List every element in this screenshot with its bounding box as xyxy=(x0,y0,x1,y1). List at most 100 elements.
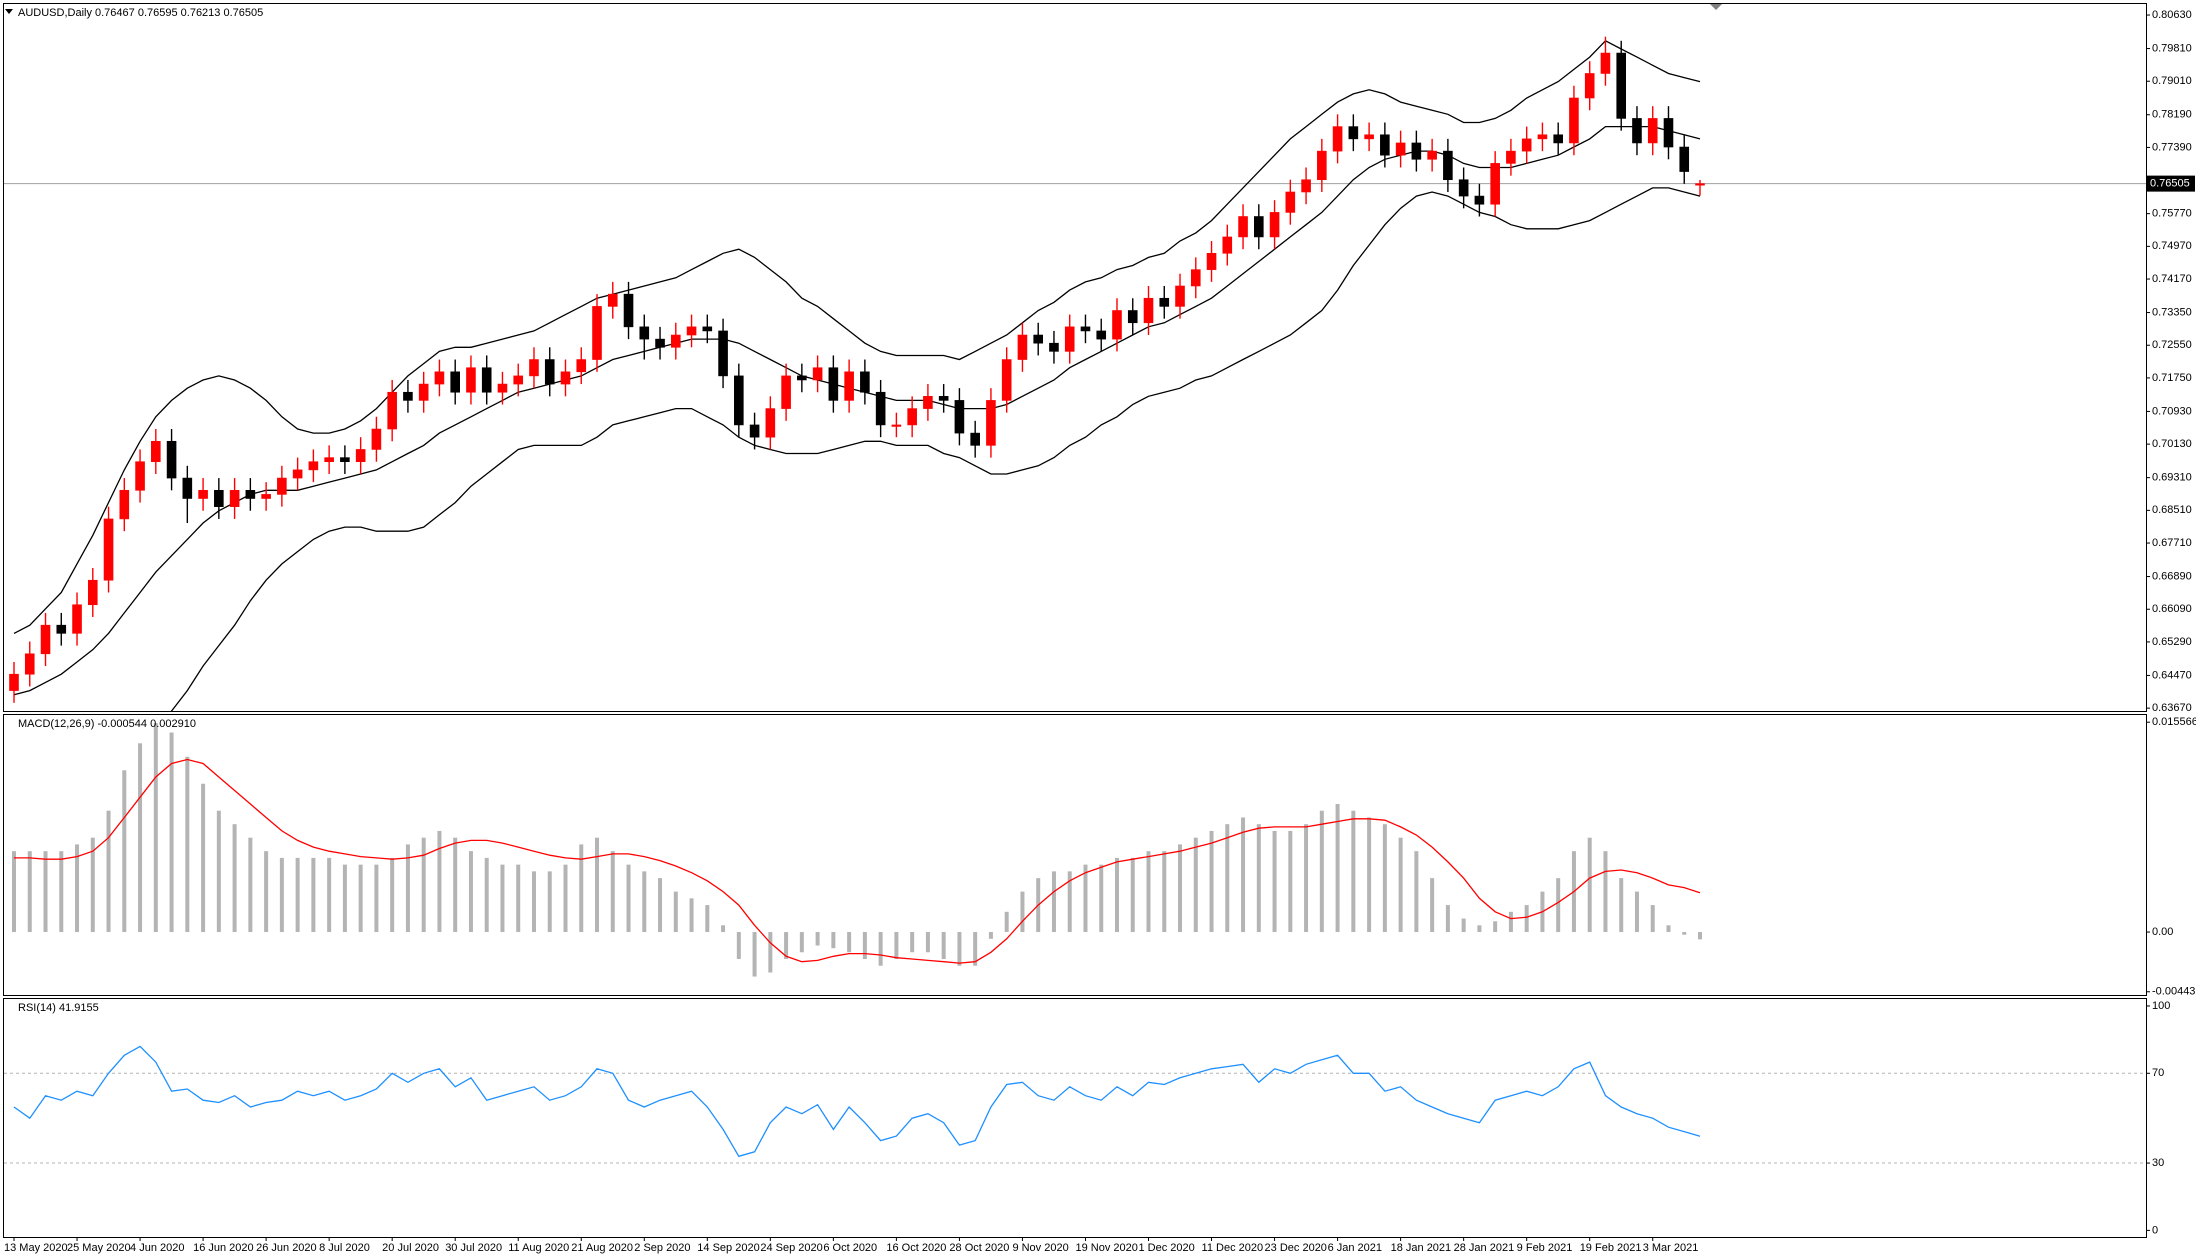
candle-body xyxy=(639,326,650,340)
y-tick-label: 0 xyxy=(2152,1224,2158,1236)
macd-bar xyxy=(1225,824,1230,933)
plot-area xyxy=(4,1045,2146,1164)
candle-body xyxy=(734,375,744,426)
macd-bar xyxy=(1603,851,1608,933)
main-panel-frame xyxy=(3,3,2147,712)
candle-body xyxy=(1332,126,1343,152)
candle-body xyxy=(1206,252,1217,270)
macd-bar xyxy=(468,851,473,933)
macd-bar xyxy=(216,810,221,933)
macd-bar xyxy=(1051,871,1056,933)
candle-body xyxy=(308,461,319,471)
candle-body xyxy=(403,391,413,401)
y-tick-label: 0.72550 xyxy=(2152,339,2192,351)
candle-body xyxy=(1301,179,1311,193)
candle-body xyxy=(860,371,870,393)
macd-bar xyxy=(1162,851,1167,933)
macd-bar xyxy=(673,891,678,933)
macd-bar xyxy=(1288,830,1293,933)
candle-body xyxy=(245,490,256,499)
macd-bar xyxy=(658,878,663,933)
candle-body xyxy=(387,391,397,430)
rsi-panel-frame xyxy=(3,998,2147,1238)
candle-body xyxy=(1269,212,1280,238)
macd-bar xyxy=(201,783,206,933)
macd-bar xyxy=(973,932,978,966)
candle-body xyxy=(182,477,193,499)
macd-bar xyxy=(1698,932,1702,940)
macd-bar xyxy=(421,837,426,933)
y-tick-label: 0.67710 xyxy=(2152,537,2192,549)
macd-bar xyxy=(815,932,820,946)
macd-bar xyxy=(358,864,363,933)
candle-body xyxy=(702,326,713,332)
x-tick-label: 9 Feb 2021 xyxy=(1517,1242,1573,1254)
candle-body xyxy=(40,624,51,655)
macd-bar xyxy=(59,851,64,933)
macd-bar xyxy=(1382,824,1387,933)
candle-body xyxy=(1033,334,1044,344)
macd-bar xyxy=(1067,871,1072,933)
candle-body xyxy=(513,375,524,385)
candle-body xyxy=(970,432,980,446)
macd-bar xyxy=(563,864,568,933)
macd-bar xyxy=(595,837,600,933)
last-price-box xyxy=(2147,175,2195,192)
last-price-label: 0.76505 xyxy=(2150,178,2190,190)
macd-bar xyxy=(1351,810,1356,933)
macd-bar xyxy=(1650,905,1655,933)
macd-bar xyxy=(721,925,726,933)
macd-bar xyxy=(1414,851,1419,933)
x-tick-label: 19 Feb 2021 xyxy=(1580,1242,1642,1254)
y-tick-label: 0.74170 xyxy=(2152,273,2192,285)
x-tick-label: 11 Dec 2020 xyxy=(1202,1242,1264,1254)
candle-body xyxy=(576,359,587,373)
macd-bar xyxy=(248,837,253,933)
candle-body xyxy=(1553,134,1563,144)
candle-body xyxy=(135,461,145,491)
candle-body xyxy=(340,457,350,463)
macd-bar xyxy=(153,723,158,933)
y-tick-label: 0.66090 xyxy=(2152,603,2192,615)
macd-bar xyxy=(1319,810,1324,933)
candle-body xyxy=(1569,97,1579,144)
macd-bar xyxy=(390,857,395,933)
macd-bar xyxy=(327,857,332,933)
candle-body xyxy=(151,440,161,463)
macd-bar xyxy=(1398,837,1403,933)
candle-body xyxy=(1521,138,1532,152)
candle-body xyxy=(1679,146,1690,172)
macd-bar xyxy=(1508,911,1513,933)
candle-body xyxy=(292,469,303,479)
candle-body xyxy=(277,477,287,495)
macd-bar xyxy=(988,932,993,939)
macd-bar xyxy=(579,844,584,933)
candle-body xyxy=(355,449,366,463)
y-tick-label: 0.79810 xyxy=(2152,42,2192,54)
macd-bar xyxy=(1430,878,1435,933)
x-tick-label: 26 Jun 2020 xyxy=(256,1242,317,1254)
candle-body xyxy=(1080,326,1091,332)
x-tick-label: 1 Dec 2020 xyxy=(1139,1242,1195,1254)
macd-bar xyxy=(1461,918,1466,933)
macd-bar xyxy=(736,932,741,960)
bollinger-lower xyxy=(170,187,1701,711)
candle-body xyxy=(781,375,791,409)
macd-bar xyxy=(957,932,962,966)
macd-bar xyxy=(232,824,237,933)
y-tick-label: -0.00443 xyxy=(2152,986,2195,998)
macd-bar xyxy=(626,864,631,933)
panel-title: MACD(12,26,9) -0.000544 0.002910 xyxy=(18,718,196,730)
macd-bar xyxy=(1304,824,1309,933)
shift-marker xyxy=(1710,4,1722,10)
macd-bar xyxy=(1524,905,1529,933)
candle-body xyxy=(1064,326,1075,352)
candle-body xyxy=(875,391,886,426)
candle-body xyxy=(797,375,807,381)
y-tick-label: 0.65290 xyxy=(2152,636,2192,648)
candle-body xyxy=(371,428,382,450)
macd-bar xyxy=(1178,844,1183,933)
candle-body xyxy=(1537,134,1548,140)
macd-bar xyxy=(610,851,615,933)
candle-body xyxy=(1647,118,1658,144)
